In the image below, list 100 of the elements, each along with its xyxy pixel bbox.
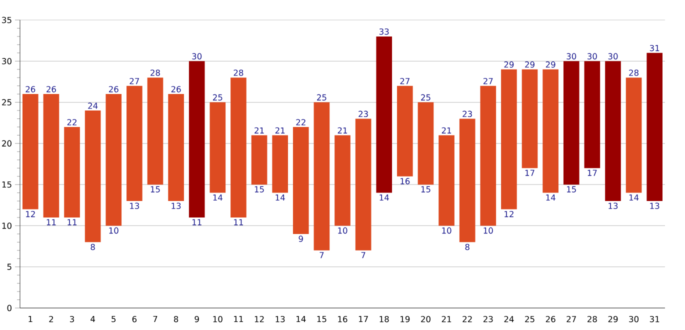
annotation: 21: [275, 127, 285, 134]
y-tick-label: 25: [2, 99, 12, 106]
annotation: 14: [629, 194, 639, 201]
x-tick-label: 21: [442, 316, 452, 322]
annotation: 17: [588, 170, 597, 176]
annotation: 30: [588, 53, 597, 60]
annotation: 13: [130, 202, 140, 210]
bar: [314, 102, 330, 250]
bar: [438, 135, 454, 226]
annotation: 8: [90, 244, 95, 250]
annotation: 21: [254, 127, 264, 134]
annotation: 11: [68, 219, 77, 226]
x-tick-label: 2: [49, 316, 54, 322]
bar: [563, 61, 580, 185]
x-tick-label: 4: [90, 316, 95, 322]
x-tick-label: 22: [462, 316, 472, 322]
bar: [84, 110, 101, 242]
annotation: 10: [109, 227, 118, 234]
annotation: 22: [296, 119, 306, 126]
annotation: 29: [525, 61, 534, 68]
annotation: 11: [234, 219, 243, 226]
annotation: 17: [525, 170, 534, 176]
bar: [147, 78, 164, 185]
annotation: 23: [462, 110, 472, 118]
annotation: 30: [566, 53, 576, 60]
annotation: 25: [421, 94, 430, 101]
annotation: 30: [192, 53, 202, 60]
x-tick-label: 18: [380, 316, 389, 322]
x-tick-label: 15: [317, 316, 326, 322]
bar: [168, 94, 184, 202]
annotation: 27: [483, 78, 493, 84]
x-tick-label: 20: [421, 316, 430, 322]
bar: [64, 126, 80, 218]
annotation: 15: [421, 186, 430, 192]
x-tick-label: 1: [28, 316, 32, 322]
annotation: 12: [26, 210, 35, 218]
x-tick-label: 27: [566, 316, 576, 322]
x-tick-label: 17: [358, 316, 368, 322]
annotation: 7: [320, 252, 324, 258]
bar: [418, 102, 434, 185]
bar: [22, 94, 38, 210]
x-tick-label: 26: [546, 316, 556, 322]
annotation: 13: [650, 202, 660, 210]
y-tick-label: 5: [7, 264, 12, 270]
y-tick-label: 15: [2, 181, 12, 188]
x-tick-label: 24: [504, 316, 514, 322]
x-tick-label: 11: [234, 316, 243, 322]
bar: [292, 126, 309, 234]
bar: [251, 135, 268, 185]
x-tick-label: 8: [174, 316, 178, 322]
bar: [188, 61, 205, 218]
annotation: 10: [338, 227, 348, 234]
bar: [230, 78, 246, 218]
annotation: 13: [172, 202, 181, 210]
annotation: 15: [567, 186, 576, 192]
y-tick-label: 20: [2, 140, 12, 147]
annotation: 29: [546, 61, 556, 68]
bar: [501, 69, 517, 210]
annotation: 25: [212, 94, 222, 101]
x-tick-label: 28: [588, 316, 597, 322]
x-tick-label: 13: [276, 316, 285, 322]
annotation: 14: [380, 194, 389, 201]
x-tick-label: 9: [194, 316, 199, 322]
bar: [126, 86, 142, 202]
annotation: 7: [361, 252, 366, 258]
annotation: 22: [67, 119, 76, 126]
annotation: 28: [150, 70, 160, 76]
bar: [272, 135, 288, 193]
annotation: 11: [192, 219, 202, 226]
y-tick-label: 0: [7, 304, 12, 312]
x-tick-label: 6: [132, 316, 137, 322]
y-tick-label: 10: [2, 222, 12, 229]
x-tick-label: 14: [296, 316, 306, 322]
x-tick-label: 19: [400, 316, 410, 322]
annotation: 21: [338, 127, 348, 134]
annotation: 10: [442, 227, 452, 234]
x-tick-label: 3: [70, 316, 74, 322]
bar: [646, 52, 663, 202]
x-tick-label: 31: [650, 316, 660, 322]
bar: [459, 118, 476, 242]
x-tick-label: 25: [525, 316, 534, 322]
x-tick-label: 5: [112, 316, 116, 322]
annotation: 26: [108, 86, 118, 92]
annotation: 27: [130, 78, 139, 84]
annotation: 12: [504, 210, 514, 218]
annotation: 31: [650, 44, 660, 52]
bar: [397, 86, 413, 176]
annotation: 14: [213, 194, 222, 201]
annotation: 15: [254, 186, 264, 192]
bar: [584, 61, 600, 168]
bar: [522, 69, 538, 168]
annotation: 11: [46, 219, 56, 226]
annotation: 26: [26, 86, 36, 92]
x-tick-label: 16: [338, 316, 348, 322]
y-tick-label: 30: [2, 58, 12, 64]
x-tick-label: 7: [153, 316, 158, 322]
bar: [106, 94, 122, 226]
annotation: 25: [317, 94, 326, 101]
x-tick-label: 23: [483, 316, 493, 322]
annotation: 10: [484, 227, 493, 234]
